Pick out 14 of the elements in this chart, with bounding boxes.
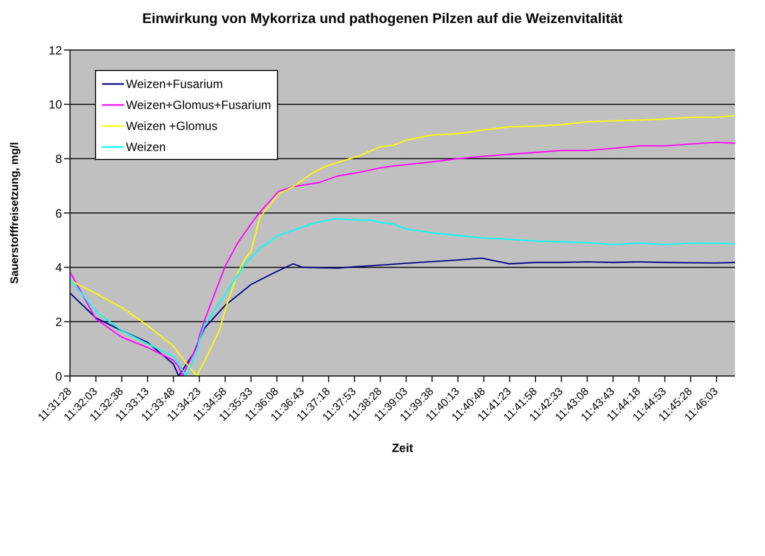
- legend-label: Weizen +Glomus: [126, 118, 218, 132]
- y-axis-title: Sauerstofffreisetzung, mg/l: [8, 142, 21, 284]
- x-axis-title: Zeit: [392, 441, 414, 455]
- legend-label: Weizen+Fusarium: [126, 76, 223, 90]
- chart-title: Einwirkung von Mykorriza und pathogenen Pilzen auf die Weizenvitalität: [141, 10, 624, 26]
- y-tick-label: 10: [48, 98, 62, 112]
- y-tick-label: 4: [55, 260, 62, 275]
- y-tick-label: 2: [55, 314, 62, 329]
- y-tick-label: 0: [55, 369, 62, 384]
- legend-label: Weizen: [126, 140, 166, 154]
- y-tick-label: 6: [55, 206, 62, 220]
- y-tick-label: 8: [55, 152, 62, 166]
- y-tick-label: 12: [48, 43, 62, 58]
- legend-label: Weizen+Glomus+Fusarium: [126, 98, 272, 112]
